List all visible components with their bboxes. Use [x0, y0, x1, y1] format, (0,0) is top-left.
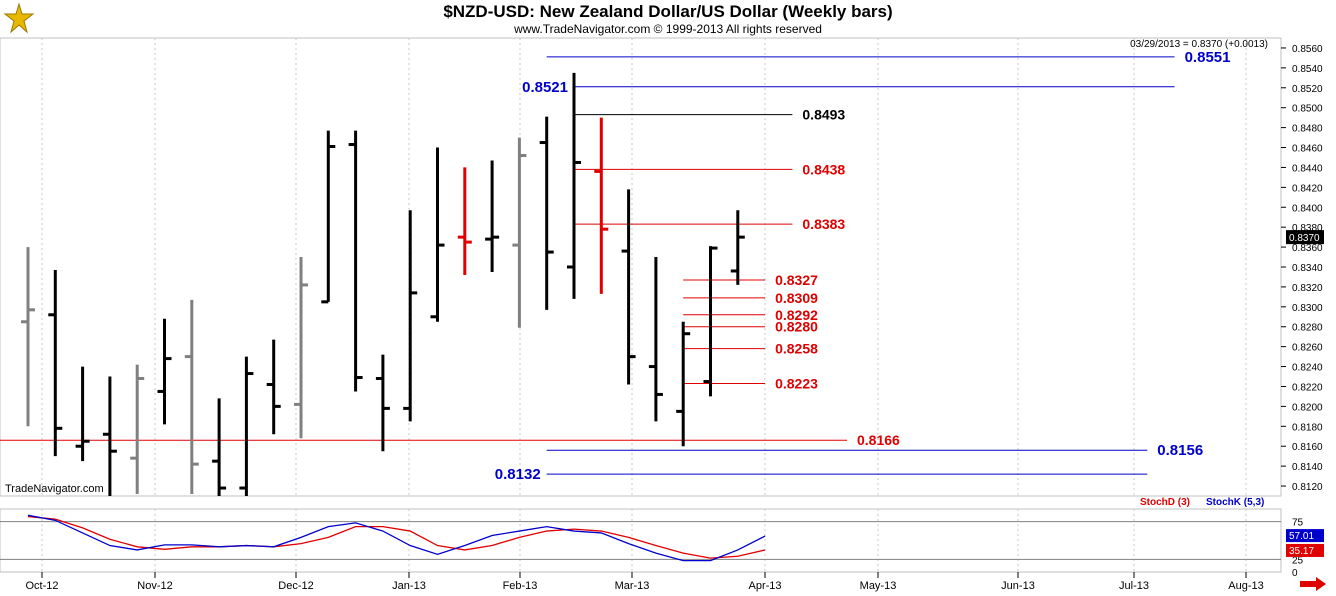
x-tick-label: Aug-13 — [1228, 580, 1263, 592]
level-label: 0.8132 — [495, 466, 541, 483]
price-axis: 0.8560 0.8540 0.8520 0.8500 0.8480 0.8460 0.84… — [5, 39, 1324, 495]
y-tick-label: 0.8560 — [1292, 44, 1323, 55]
scroll-right-arrow-icon[interactable] — [1298, 577, 1328, 591]
level-label: 0.8280 — [775, 319, 818, 335]
last-price-label: 0.8370 — [1289, 233, 1320, 244]
date-axis: Oct-12 Nov-12 Dec-12 Jan-13 Feb-13 Mar-13 Apr-… — [25, 572, 1264, 592]
y-tick-label: 0.8400 — [1292, 203, 1323, 214]
y-tick-label: 0.8320 — [1292, 283, 1323, 294]
stoch-tick-label: 75 — [1292, 518, 1304, 529]
y-tick-label: 0.8520 — [1292, 84, 1323, 95]
x-tick-label: Jun-13 — [1001, 580, 1035, 592]
level-label: 0.8493 — [802, 107, 845, 123]
y-tick-label: 0.8380 — [1292, 223, 1323, 234]
level-label: 0.8223 — [775, 375, 818, 391]
y-tick-label: 0.8360 — [1292, 243, 1323, 254]
x-tick-label: Dec-12 — [278, 580, 313, 592]
last-quote-text: 03/29/2013 = 0.8370 (+0.0013) — [1130, 39, 1268, 50]
legend-stochk: StochK (5,3) — [1206, 497, 1264, 508]
level-label: 0.8156 — [1157, 442, 1203, 459]
y-tick-label: 0.8120 — [1292, 482, 1323, 493]
x-tick-label: Feb-13 — [503, 580, 538, 592]
y-tick-label: 0.8300 — [1292, 303, 1323, 314]
level-label: 0.8438 — [802, 161, 845, 177]
trade-navigator-logo-icon — [2, 2, 36, 36]
chart-subtitle: www.TradeNavigator.com © 1999-2013 All r… — [514, 22, 822, 36]
level-label: 0.8327 — [775, 272, 818, 288]
y-tick-label: 0.8260 — [1292, 343, 1323, 354]
price-levels: 0.8551 0.8521 0.8493 0.8438 0.8383 0.8327 0.83… — [0, 49, 1230, 483]
y-tick-label: 0.8160 — [1292, 442, 1323, 453]
y-tick-label: 0.8200 — [1292, 402, 1323, 413]
x-tick-label: Jul-13 — [1119, 580, 1149, 592]
stoch-tick-label: 25 — [1292, 555, 1304, 566]
watermark-text: TradeNavigator.com — [5, 483, 104, 495]
stoch-tick-label: 0 — [1292, 568, 1298, 579]
stoch-d-value-box — [1286, 543, 1324, 557]
y-tick-label: 0.8280 — [1292, 323, 1323, 334]
stoch-k-value-box — [1286, 529, 1324, 543]
stoch-k-line — [27, 514, 766, 562]
y-tick-label: 0.8500 — [1292, 104, 1323, 115]
x-tick-label: Mar-13 — [615, 580, 650, 592]
y-tick-label: 0.8340 — [1292, 263, 1323, 274]
level-label: 0.8521 — [522, 79, 568, 96]
legend-stochd: StochD (3) — [1140, 497, 1190, 508]
last-price-box — [1286, 230, 1324, 245]
x-tick-label: Nov-12 — [137, 580, 172, 592]
chart-title: $NZD-USD: New Zealand Dollar/US Dollar (… — [443, 2, 893, 21]
level-label: 0.8309 — [775, 290, 818, 306]
stoch-k-value: 57.01 — [1289, 531, 1314, 542]
y-tick-label: 0.8540 — [1292, 64, 1323, 75]
y-tick-label: 0.8440 — [1292, 163, 1323, 174]
y-tick-label: 0.8180 — [1292, 422, 1323, 433]
level-label: 0.8166 — [857, 432, 900, 448]
level-label: 0.8258 — [775, 341, 818, 357]
x-tick-label: May-13 — [860, 580, 897, 592]
level-label: 0.8383 — [802, 216, 845, 232]
price-bars — [21, 72, 745, 496]
level-label: 0.8292 — [775, 307, 818, 323]
x-tick-label: Oct-12 — [25, 580, 58, 592]
y-tick-label: 0.8420 — [1292, 183, 1323, 194]
y-tick-label: 0.8480 — [1292, 124, 1323, 135]
x-tick-label: Apr-13 — [748, 580, 781, 592]
y-tick-label: 0.8240 — [1292, 363, 1323, 374]
y-tick-label: 0.8140 — [1292, 462, 1323, 473]
level-label: 0.8551 — [1185, 49, 1231, 66]
x-tick-label: Jan-13 — [392, 580, 426, 592]
y-tick-label: 0.8460 — [1292, 144, 1323, 155]
stoch-d-value: 35.17 — [1289, 546, 1314, 557]
y-tick-label: 0.8220 — [1292, 382, 1323, 393]
stochastic-panel: 75 25 0 StochD (3) StochK (5,3) 57.01 35.17 — [0, 497, 1324, 579]
